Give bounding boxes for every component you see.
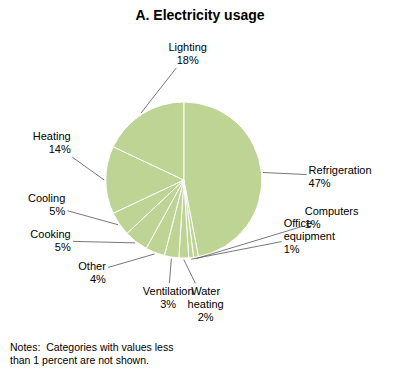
label-line: Refrigeration [309, 164, 372, 176]
leader-line [67, 211, 118, 225]
category-label: Refrigeration [309, 164, 372, 176]
slice-label: Cooking5% [30, 228, 71, 253]
category-label: Other [78, 260, 106, 272]
slice-label: Computers1% [305, 205, 359, 230]
label-line: equipment [284, 230, 335, 242]
leader-line [169, 259, 171, 284]
category-label: Cooling [28, 192, 65, 204]
leader-line [72, 157, 104, 180]
category-label: Officeequipment [284, 217, 335, 242]
label-line: Heating [33, 130, 71, 142]
wedge [184, 102, 262, 257]
labels: Refrigeration47%Computers1%Officeequipme… [28, 41, 372, 323]
data-label: 3% [160, 298, 176, 310]
data-label: 2% [198, 311, 214, 323]
leader-line [141, 68, 176, 113]
note-line: Notes: Categories with values less [10, 341, 173, 353]
note: Notes: Categories with values lessthan 1… [10, 341, 173, 366]
data-label: 5% [49, 205, 65, 217]
category-label: Ventilation [143, 285, 194, 297]
data-label: 1% [284, 243, 300, 255]
label-line: Ventilation [143, 285, 194, 297]
category-label: Heating [33, 130, 71, 142]
data-label: 4% [90, 273, 106, 285]
label-line: Cooling [28, 192, 65, 204]
title: A. Electricity usage [135, 7, 264, 23]
label-line: Computers [305, 205, 359, 217]
slice-label: Heating14% [33, 130, 71, 155]
category-label: Cooking [30, 228, 70, 240]
data-label: 18% [177, 54, 199, 66]
leader-line [73, 241, 135, 242]
label-line: Office [284, 217, 313, 229]
data-label: 5% [55, 241, 71, 253]
category-label: Lighting [168, 41, 207, 53]
wedges [106, 102, 262, 258]
slice-label: Lighting18% [168, 41, 207, 66]
label-line: Lighting [168, 41, 207, 53]
pie: Refrigeration47%Computers1%Officeequipme… [28, 41, 372, 323]
slice-label: Ventilation3% [143, 285, 194, 310]
note-line: than 1 percent are not shown. [10, 354, 149, 366]
label-line: Cooking [30, 228, 70, 240]
leader-line [191, 242, 281, 260]
data-label: 14% [49, 143, 71, 155]
leader-line [108, 254, 154, 267]
chart: A. Electricity usage Refrigeration47% Comp… [0, 0, 400, 372]
slice-label: Other4% [78, 260, 106, 285]
label-line: Water [191, 285, 220, 297]
slice-label: Cooling5% [28, 192, 66, 217]
category-label: Computers [305, 205, 359, 217]
label-line: Other [78, 260, 106, 272]
leader-line [184, 260, 196, 284]
label-line: heating [188, 298, 224, 310]
slice-label: Refrigeration47% [309, 164, 372, 189]
wedge [113, 102, 184, 180]
leader-line [263, 173, 307, 175]
leader-lines [67, 68, 306, 283]
slice-label: Officeequipment1% [284, 217, 335, 255]
data-label: 47% [309, 177, 331, 189]
